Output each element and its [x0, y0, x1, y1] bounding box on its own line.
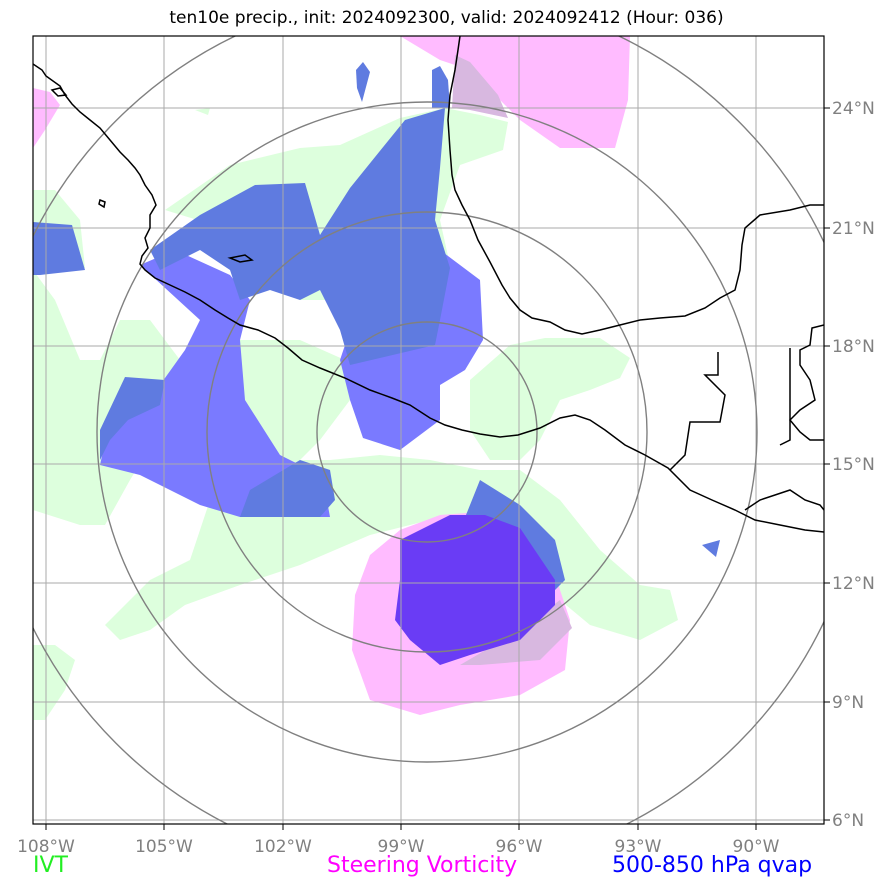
- tres-marias-islands: [98, 198, 254, 263]
- ivt-region: [33, 645, 75, 720]
- guatemala-belize-border: [779, 348, 791, 446]
- qvap-region: [395, 515, 555, 665]
- central-america-coast: [744, 489, 824, 511]
- lon-label: 105°W: [135, 837, 193, 857]
- lat-label: 12°N: [832, 574, 875, 594]
- lon-label: 99°W: [378, 837, 425, 857]
- legend-qvap: 500-850 hPa qvap: [612, 853, 813, 878]
- qvap-contours: [33, 62, 720, 665]
- lon-label: 90°W: [733, 837, 780, 857]
- map-frame: [32, 35, 825, 825]
- lat-label: 24°N: [832, 99, 875, 119]
- range-rings: [33, 36, 824, 824]
- graticule: [33, 36, 824, 824]
- lat-label: 21°N: [832, 219, 875, 239]
- gulf-coast: [447, 36, 824, 335]
- qvap-region: [356, 62, 370, 102]
- qvap-region: [100, 250, 330, 517]
- legend-steering-vorticity: Steering Vorticity: [327, 853, 518, 878]
- lat-label: 6°N: [832, 811, 864, 831]
- lon-label: 93°W: [615, 837, 662, 857]
- qvap-region: [240, 460, 335, 517]
- caribbean-coast: [788, 324, 824, 441]
- axis-ticks: [45, 107, 830, 830]
- qvap-region: [702, 540, 720, 557]
- lat-labels: 24°N 21°N 18°N 15°N 12°N 9°N 6°N: [832, 99, 875, 831]
- lon-label: 108°W: [17, 837, 75, 857]
- baja-tip: [50, 87, 68, 97]
- map-title: ten10e precip., init: 2024092300, valid:…: [169, 8, 724, 28]
- lon-label: 96°W: [496, 837, 543, 857]
- lat-label: 18°N: [832, 337, 875, 357]
- overlap-region: [452, 55, 508, 118]
- qvap-region: [150, 108, 450, 365]
- ivt-region: [470, 338, 630, 460]
- yucatan-border: [669, 352, 726, 471]
- coastlines: [33, 36, 824, 533]
- qvap-region: [100, 377, 165, 460]
- lat-label: 15°N: [832, 455, 875, 475]
- lat-label: 9°N: [832, 693, 864, 713]
- ivt-region: [195, 108, 210, 115]
- lon-labels: 108°W 105°W 102°W 99°W 96°W 93°W 90°W: [17, 837, 780, 857]
- lon-label: 102°W: [254, 837, 312, 857]
- ivt-region: [33, 270, 190, 525]
- qvap-region: [432, 66, 450, 108]
- legend-ivt: IVT: [33, 853, 68, 878]
- mexico-pacific-coast: [33, 63, 824, 533]
